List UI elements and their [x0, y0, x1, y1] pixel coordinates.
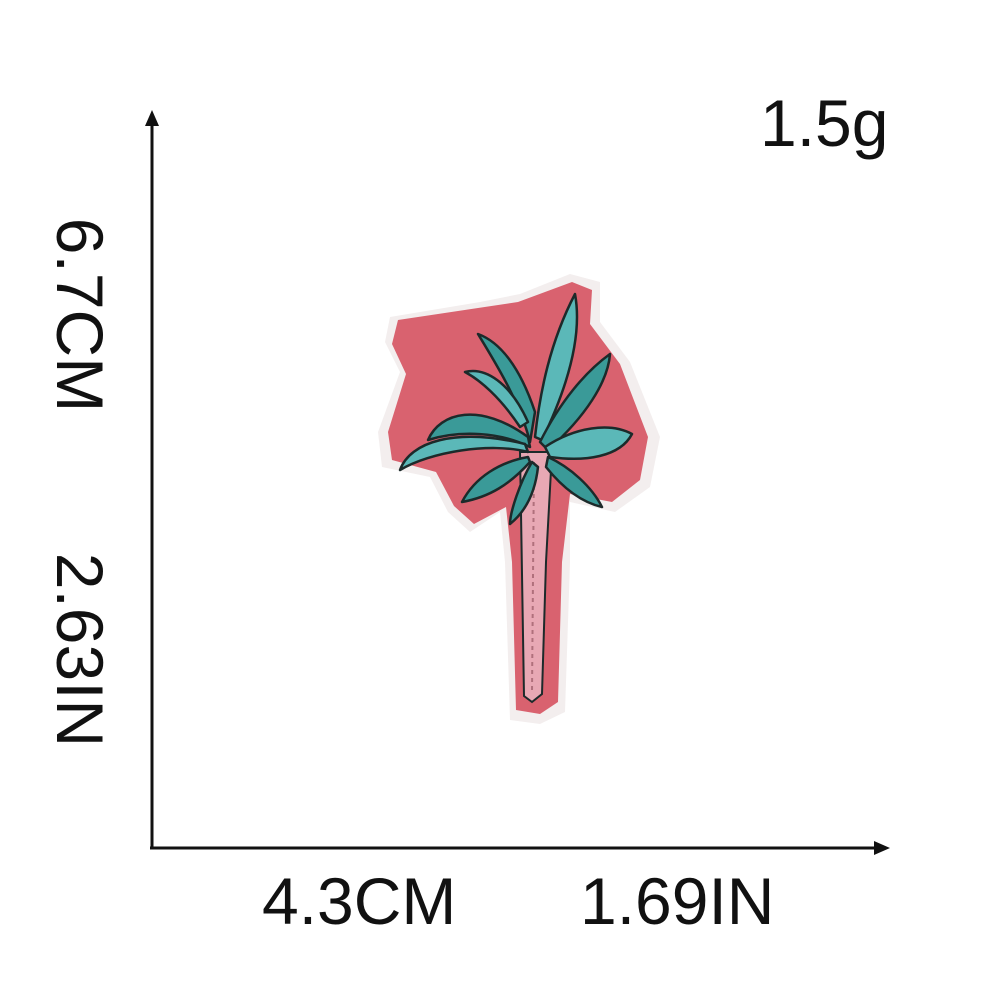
horizontal-axis-arrow-icon [874, 841, 890, 855]
trunk-stitch [531, 461, 535, 693]
height-cm-label: 6.7CM [43, 217, 117, 413]
vertical-axis-arrow-icon [145, 110, 159, 126]
width-cm-label: 4.3CM [262, 864, 457, 938]
height-in-label: 2.63IN [43, 552, 117, 748]
weight-label: 1.5g [760, 86, 889, 160]
palm-tree-patch-image [378, 274, 660, 724]
palm-leaves [398, 292, 634, 526]
width-in-label: 1.69IN [580, 864, 775, 938]
